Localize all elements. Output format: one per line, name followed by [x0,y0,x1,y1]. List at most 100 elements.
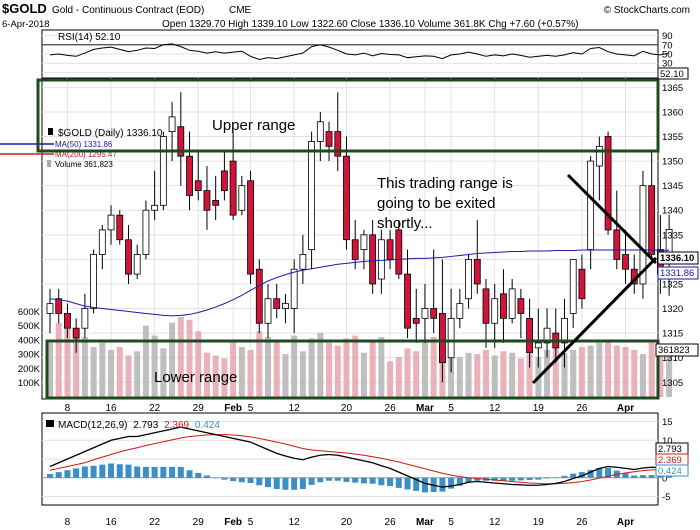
macd-hist-bar [474,477,481,481]
candle-body [491,298,499,324]
legend-price: $GOLD (Daily) 1336.10 [58,128,163,139]
x-tick-label: Mar [416,517,434,528]
volume-bar [195,331,202,397]
volume-bar [125,355,132,397]
macd-hist-bar [352,477,359,483]
candle-body [229,160,237,216]
volume-bar [291,335,298,397]
volume-bar [282,354,289,397]
macd-hist-bar [317,477,324,483]
candle-body [177,126,185,157]
candle-body [159,136,167,206]
macd-hist-bar [544,477,551,479]
macd-hist-bar [160,466,167,478]
macd-tick-label: 15 [662,417,673,428]
annotation-note-line1: This trading range is [377,175,513,192]
candle-body [430,308,438,319]
macd-hist-bar [265,477,271,488]
candle-body [142,209,150,255]
candle-body [395,229,403,275]
annotation-note-line2: going to be exited [377,195,495,212]
x-tick-label: 12 [289,403,301,414]
macd-tick-label: 10 [662,436,673,447]
candle-body [212,200,220,206]
candle-body [264,298,272,324]
x-tick-label: 19 [533,517,545,528]
x-tick-label: 16 [105,403,117,414]
volume-bar [308,338,315,397]
candle-body [72,327,80,339]
macd-legend-signal: 2.369 [164,420,189,431]
volume-bar [299,351,306,397]
volume-bar [256,331,263,397]
macd-hist-bar [142,466,149,478]
macd-tick-label: 0 [662,473,667,484]
volume-bar [265,337,271,397]
macd-hist-bar [639,475,646,478]
macd-legend-prefix: MACD(12,26,9) [58,420,127,431]
candle-body [386,239,394,260]
chart-symbol: $GOLD [2,1,47,16]
price-tag-text: 1336.10 [660,253,694,264]
volume-tag-box [655,343,699,357]
triangle-upper-line [566,173,658,265]
candle-body [360,234,368,250]
macd-hist-bar [212,477,219,479]
macd-hist-bar [421,477,428,493]
macd-hist-bar [448,477,455,489]
macd-tick-label: -5 [662,492,670,503]
candle-body [482,288,490,324]
x-tick-label: 26 [576,403,588,414]
volume-bar [404,348,411,397]
price-tick-label: 1365 [662,83,683,94]
macd-hist-bar [387,477,394,486]
candle-body [526,317,533,354]
macd-hist-bar [369,477,376,484]
macd-hist-bar [578,472,585,478]
ma50-tag-box [657,266,699,280]
x-tick-label: Feb [224,403,242,414]
hist-tag-box [655,464,689,477]
macd-hist-bar [517,477,524,481]
volume-bar [360,352,367,397]
candle-body [604,136,612,231]
macd-hist-bar [500,477,507,481]
legend-volume: Volume 361,823 [55,160,113,169]
volume-bar [657,348,664,397]
volume-bar [238,347,245,397]
volume-tick-label: 500K [18,321,41,332]
volume-tick-label: 200K [18,364,41,375]
macd-hist-bar [203,475,210,478]
volume-bar [639,354,646,397]
rsi-label: RSI(14) 52.10 [58,32,121,43]
volume-bar [73,332,80,397]
macd-hist-bar [195,472,202,478]
macd-hist-bar [238,477,245,483]
candle-body [90,254,97,309]
volume-bar [622,347,629,397]
x-tick-label: 5 [248,403,254,414]
legend-ma200: MA(200) 1295.47 [55,150,117,159]
macd-legend: MACD(12,26,9) 2.793 2.369 0.424 [46,420,220,431]
macd-hist-bar [596,468,603,478]
volume-bar [544,349,551,397]
volume-bar [64,328,71,397]
volume-bar [186,319,193,397]
volume-bar [160,348,167,397]
candle-body [203,190,211,211]
macd-hist-bar [587,469,594,478]
price-tick-label: 1340 [662,206,683,217]
macd-hist-bar [99,464,106,478]
macd-hist-bar [47,474,53,478]
macd-hist-bar [570,473,577,478]
volume-bar [47,342,53,397]
volume-bar [421,341,428,397]
volume-bar [596,342,603,397]
macd-hist-bar [177,466,184,478]
candle-body [316,121,324,142]
macd-hist-bar [561,475,568,478]
volume-bar [317,332,324,397]
x-tick-label: 22 [149,517,161,528]
price-tag: 1336.10 [657,251,699,265]
hist-tag-text: 0.424 [658,466,682,477]
